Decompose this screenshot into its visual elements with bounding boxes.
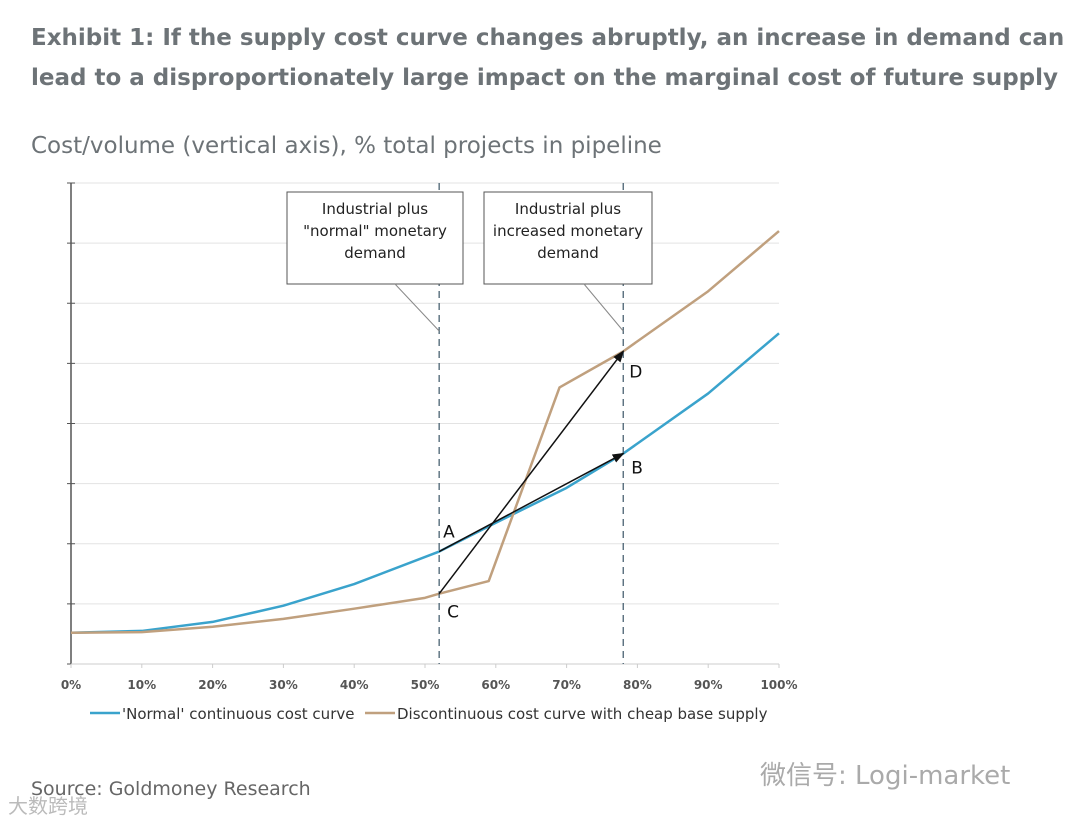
point-label-C: C [447,603,459,623]
x-tick-label: 30% [269,678,298,692]
arrow-CD [438,350,625,595]
x-tick-label: 20% [198,678,227,692]
x-tick-label: 10% [127,678,156,692]
x-tick-label: 70% [552,678,581,692]
x-tick-label: 100% [760,678,797,692]
callout-text: "normal" monetary [303,222,447,240]
source-note: Source: Goldmoney Research [31,778,311,800]
callout-text: Industrial plus [322,200,428,218]
x-tick-label: 50% [411,678,440,692]
callout-text: demand [344,244,406,262]
x-tick-label: 90% [694,678,723,692]
x-tick-label: 80% [623,678,652,692]
legend-label: 'Normal' continuous cost curve [122,705,354,723]
callout-text: Industrial plus [515,200,621,218]
callout-text: increased monetary [493,222,643,240]
point-label-B: B [631,459,643,479]
arrow-AB [438,452,625,553]
watermark-left: 大数跨境 [8,794,88,818]
callout-box [483,191,653,285]
x-tick-label: 0% [61,678,81,692]
chart-title: Exhibit 1: If the supply cost curve chan… [31,25,1065,91]
legend-label: Discontinuous cost curve with cheap base… [397,705,768,723]
x-tick-label: 40% [340,678,369,692]
chart-subtitle: Cost/volume (vertical axis), % total pro… [31,133,662,159]
watermark-right: 微信号: Logi-market [760,761,1011,791]
point-label-A: A [443,523,455,543]
callout-box [286,191,464,285]
series-line-0 [70,332,780,634]
series-line-1 [70,230,780,634]
point-label-D: D [629,362,642,382]
callout-pointer [583,283,624,332]
x-tick-label: 60% [481,678,510,692]
callout-pointer [394,283,440,332]
callout-text: demand [537,244,599,262]
